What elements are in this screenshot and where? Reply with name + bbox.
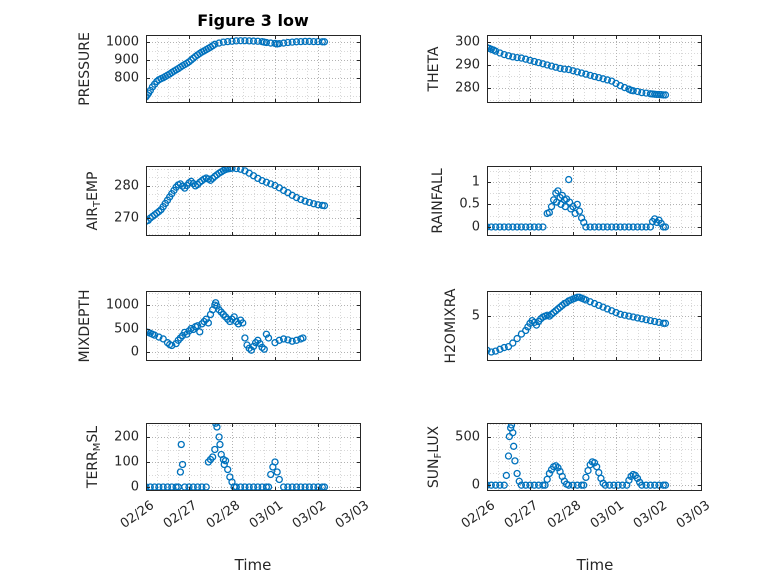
x-tick-label: 02/27 bbox=[501, 498, 541, 532]
ylabel-sun-flux: SUNFLUX bbox=[426, 425, 445, 489]
x-tick-label: 02/28 bbox=[544, 498, 584, 532]
y-tick-label: 0.5 bbox=[459, 196, 480, 212]
ylabel-text: LUX bbox=[426, 425, 443, 453]
terr-msl-plot-canvas bbox=[146, 423, 361, 491]
x-axis-label-left: Time bbox=[234, 556, 272, 574]
pressure-plot-canvas bbox=[146, 35, 361, 103]
y-tick-label: 200 bbox=[114, 429, 139, 445]
rainfall-plot-canvas bbox=[487, 166, 702, 236]
subplot-sun-flux: SUNFLUX 0 500 02/26 02/27 02/28 03/01 03/02 03/… bbox=[426, 423, 713, 532]
y-tick-label: 500 bbox=[114, 321, 139, 337]
y-tick-label: 5 bbox=[471, 308, 480, 324]
y-tick-label: 0 bbox=[130, 344, 139, 360]
ylabel-text: THETA bbox=[426, 46, 443, 92]
ylabel-text: EMP bbox=[85, 171, 102, 201]
y-tick-label: 1 bbox=[471, 174, 480, 190]
ylabel-theta: THETA bbox=[426, 47, 442, 92]
subplot-pressure: PRESSURE 800 900 1000 bbox=[77, 32, 361, 106]
y-tick-label: 280 bbox=[114, 178, 139, 194]
ylabel-subscript: T bbox=[92, 200, 104, 208]
sun-flux-plot-canvas bbox=[487, 423, 702, 491]
air-temp-plot-canvas bbox=[146, 166, 361, 236]
ylabel-terr-msl: TERRMSL bbox=[85, 425, 104, 489]
x-tick-label: 03/03 bbox=[332, 498, 372, 532]
ylabel-text: SL bbox=[85, 425, 102, 443]
h2omixra-plot-canvas bbox=[487, 291, 702, 361]
subplot-air-temp: AIRTEMP 270 280 bbox=[85, 166, 361, 236]
ylabel-text: MIXDEPTH bbox=[76, 289, 93, 363]
ylabel-text: RAINFALL bbox=[430, 168, 447, 234]
ylabel-text: SUN bbox=[426, 458, 443, 489]
subplot-terr-msl: TERRMSL 0 100 200 02/26 02/27 02/28 03/01 03/02… bbox=[85, 423, 372, 532]
subplot-rainfall: RAINFALL 0 0.5 1 bbox=[430, 166, 702, 236]
x-tick-label: 02/26 bbox=[117, 498, 157, 532]
x-tick-label: 03/03 bbox=[673, 498, 713, 532]
x-axis-label-right: Time bbox=[576, 556, 614, 574]
y-tick-label: 900 bbox=[114, 52, 139, 68]
y-tick-label: 270 bbox=[114, 210, 139, 226]
ylabel-rainfall: RAINFALL bbox=[430, 168, 446, 233]
y-tick-label: 100 bbox=[114, 454, 139, 470]
subplot-theta: THETA 280 290 300 bbox=[426, 34, 702, 103]
y-tick-label: 1000 bbox=[105, 34, 139, 50]
y-tick-label: 0 bbox=[471, 477, 480, 493]
y-tick-label: 300 bbox=[455, 34, 480, 50]
y-tick-label: 500 bbox=[455, 429, 480, 445]
ylabel-pressure: PRESSURE bbox=[77, 32, 93, 106]
ylabel-text: PRESSURE bbox=[76, 32, 93, 106]
subplot-h2omixra: H2OMIXRA 5 bbox=[443, 289, 702, 364]
x-tick-label: 03/02 bbox=[630, 498, 670, 532]
y-tick-label: 0 bbox=[471, 219, 480, 235]
y-tick-label: 0 bbox=[130, 479, 139, 495]
y-tick-label: 290 bbox=[455, 57, 480, 73]
y-tick-label: 800 bbox=[114, 70, 139, 86]
ylabel-subscript: F bbox=[433, 452, 445, 459]
ylabel-text: H2OMIXRA bbox=[442, 288, 459, 364]
x-tick-label: 03/01 bbox=[587, 498, 627, 532]
ylabel-air-temp: AIRTEMP bbox=[85, 171, 104, 231]
ylabel-text: TERR bbox=[85, 451, 102, 489]
x-tick-label: 02/26 bbox=[458, 498, 498, 532]
x-tick-label: 03/02 bbox=[289, 498, 329, 532]
x-tick-label: 03/01 bbox=[246, 498, 286, 532]
ylabel-subscript: M bbox=[92, 442, 104, 452]
x-tick-label: 02/28 bbox=[203, 498, 243, 532]
y-tick-label: 280 bbox=[455, 80, 480, 96]
theta-plot-canvas bbox=[487, 35, 702, 103]
ylabel-text: AIR bbox=[85, 207, 102, 231]
y-tick-label: 1000 bbox=[105, 297, 139, 313]
figure-title: Figure 3 low bbox=[197, 11, 309, 30]
x-tick-label: 02/27 bbox=[160, 498, 200, 532]
ylabel-h2omixra: H2OMIXRA bbox=[443, 289, 459, 364]
subplot-mixdepth: MIXDEPTH 0 500 1000 bbox=[77, 290, 361, 362]
ylabel-mixdepth: MIXDEPTH bbox=[77, 290, 93, 363]
mixdepth-plot-canvas bbox=[146, 291, 361, 361]
